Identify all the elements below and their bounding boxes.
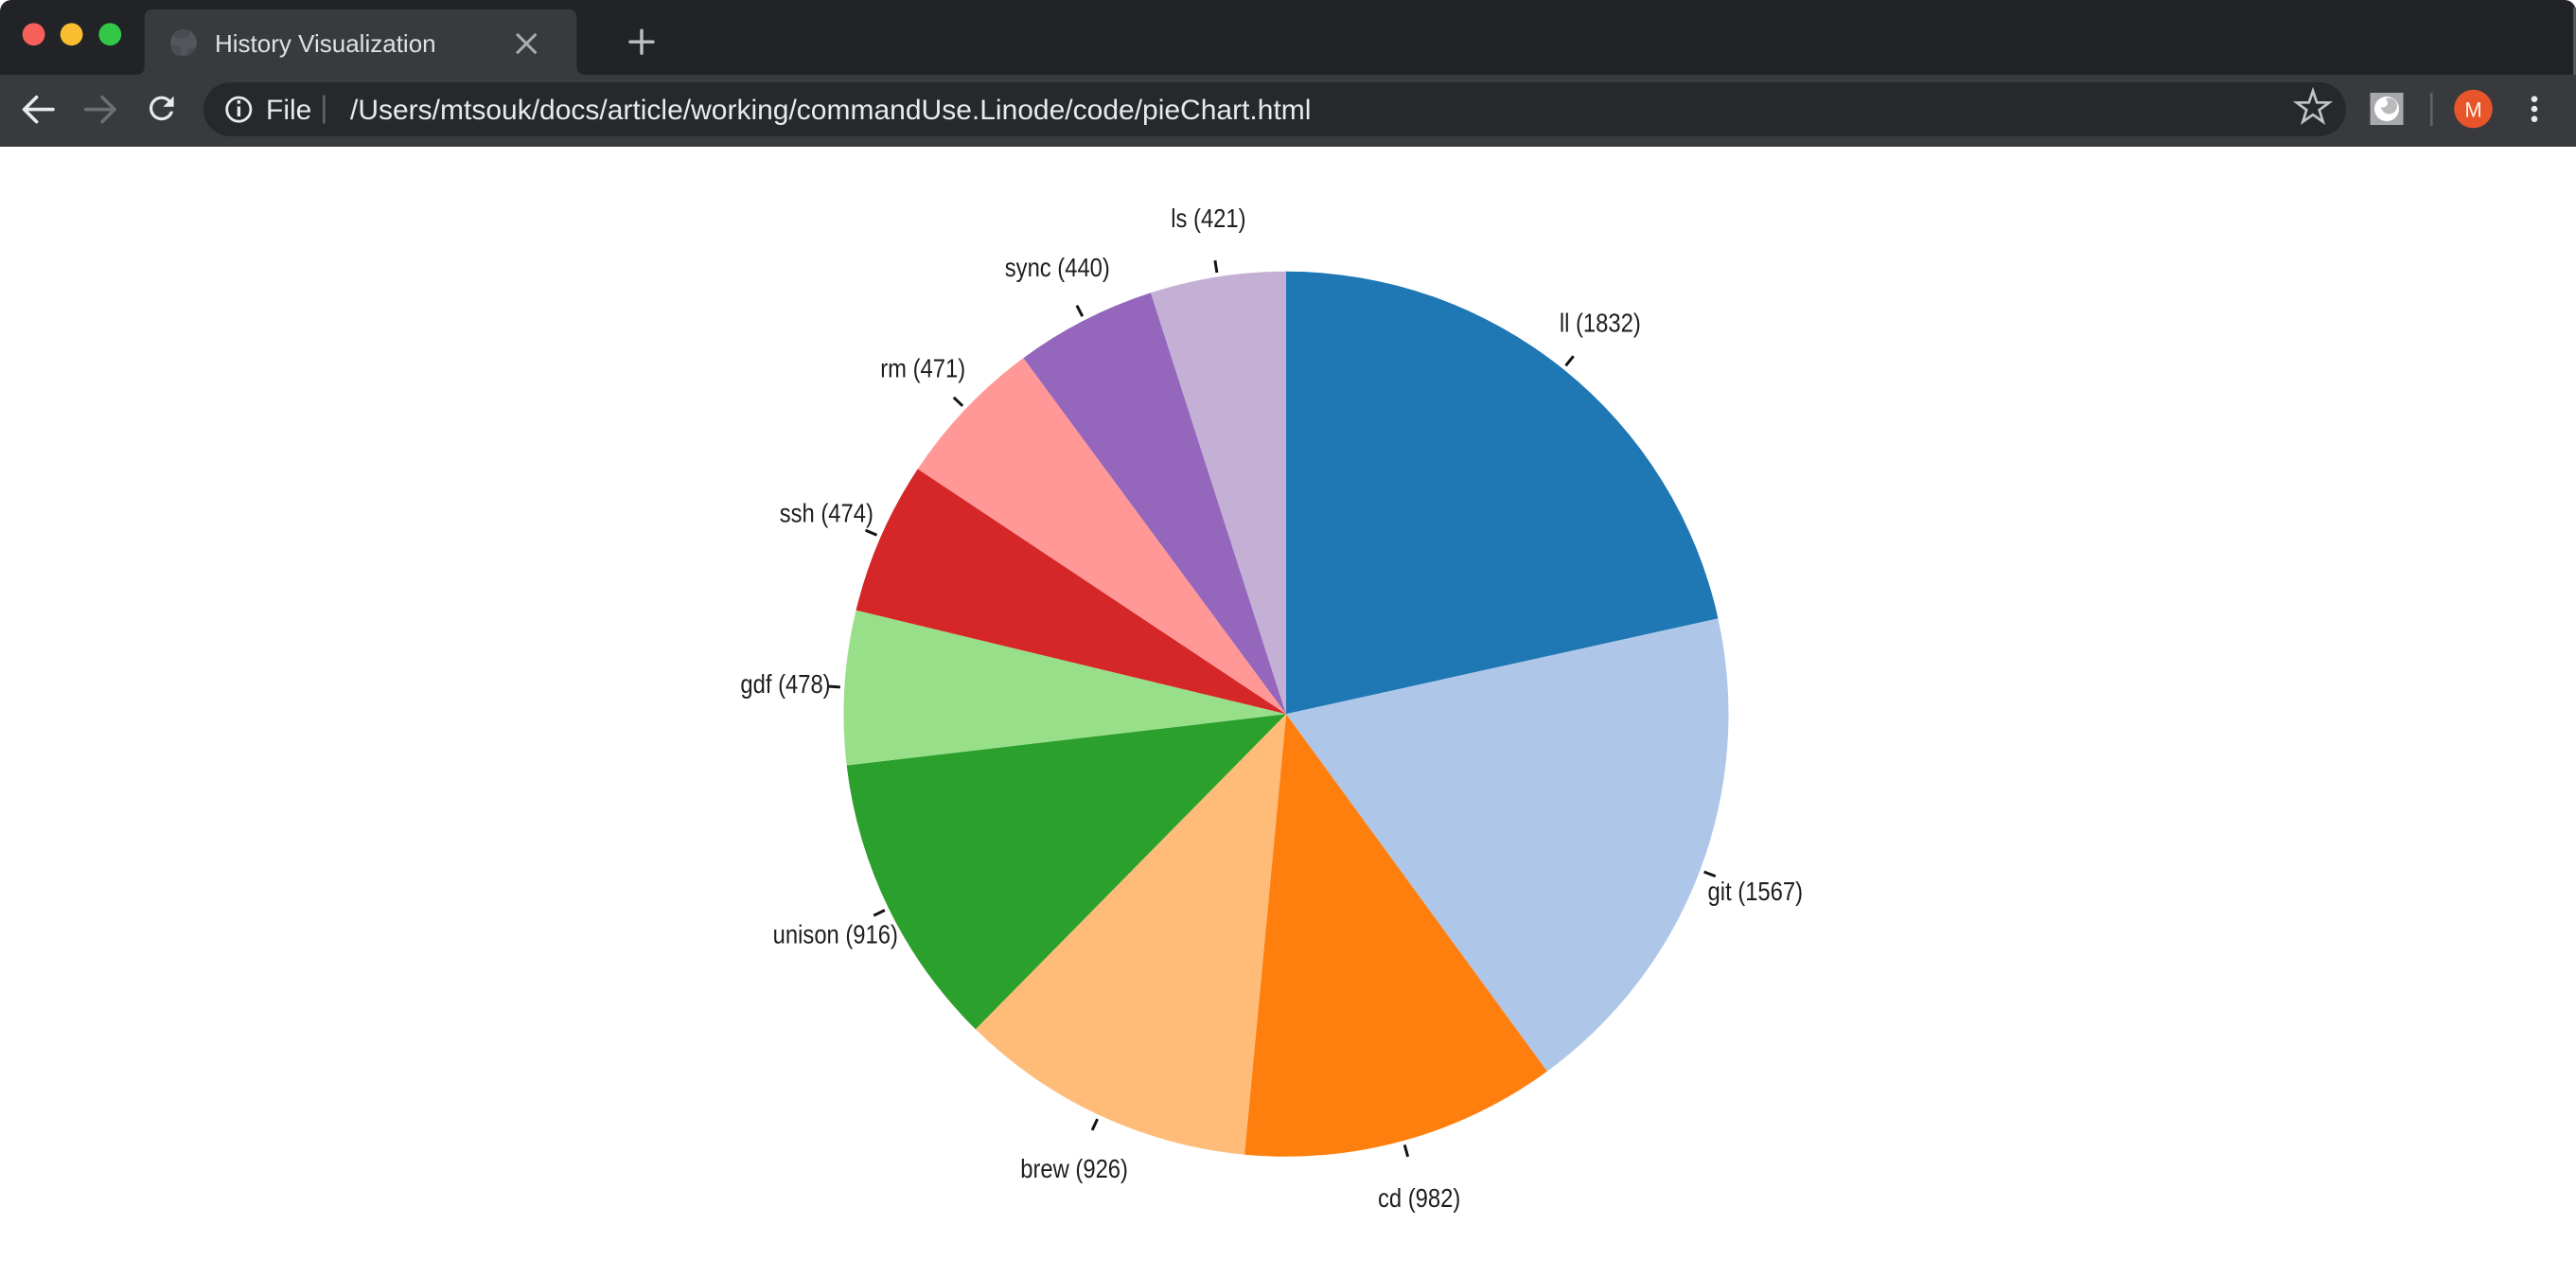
svg-text:cd (982): cd (982): [1378, 1182, 1460, 1213]
svg-text:gdf (478): gdf (478): [740, 668, 830, 699]
svg-text:git (1567): git (1567): [1708, 876, 1803, 906]
svg-text:ssh (474): ssh (474): [780, 498, 873, 528]
svg-text:unison (916): unison (916): [773, 919, 898, 949]
svg-text:M: M: [2464, 98, 2481, 122]
svg-text:rm (471): rm (471): [880, 352, 965, 382]
svg-text:sync (440): sync (440): [1005, 252, 1110, 282]
svg-text:ll (1832): ll (1832): [1560, 308, 1641, 338]
svg-text:ls (421): ls (421): [1171, 203, 1245, 233]
svg-text:brew (926): brew (926): [1020, 1153, 1128, 1183]
